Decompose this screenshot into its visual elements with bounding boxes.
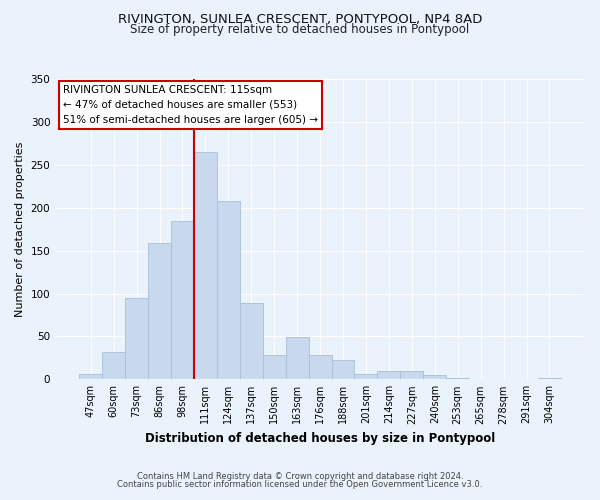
Bar [308, 356, 332, 380]
Text: RIVINGTON, SUNLEA CRESCENT, PONTYPOOL, NP4 8AD: RIVINGTON, SUNLEA CRESCENT, PONTYPOOL, N… [118, 12, 482, 26]
Bar [377, 370, 400, 380]
Bar [286, 338, 308, 380]
X-axis label: Distribution of detached houses by size in Pontypool: Distribution of detached houses by size … [145, 432, 495, 445]
Bar [446, 378, 469, 380]
Text: Contains public sector information licensed under the Open Government Licence v3: Contains public sector information licen… [118, 480, 482, 489]
Bar [355, 374, 377, 380]
Text: Contains HM Land Registry data © Crown copyright and database right 2024.: Contains HM Land Registry data © Crown c… [137, 472, 463, 481]
Y-axis label: Number of detached properties: Number of detached properties [15, 142, 25, 317]
Text: Size of property relative to detached houses in Pontypool: Size of property relative to detached ho… [130, 22, 470, 36]
Bar [148, 243, 171, 380]
Bar [194, 152, 217, 380]
Bar [217, 201, 240, 380]
Bar [102, 352, 125, 380]
Bar [263, 356, 286, 380]
Bar [332, 360, 355, 380]
Text: RIVINGTON SUNLEA CRESCENT: 115sqm
← 47% of detached houses are smaller (553)
51%: RIVINGTON SUNLEA CRESCENT: 115sqm ← 47% … [63, 85, 318, 124]
Bar [171, 222, 194, 380]
Bar [240, 303, 263, 380]
Bar [125, 298, 148, 380]
Bar [400, 370, 423, 380]
Bar [423, 375, 446, 380]
Bar [79, 374, 102, 380]
Bar [538, 378, 561, 380]
